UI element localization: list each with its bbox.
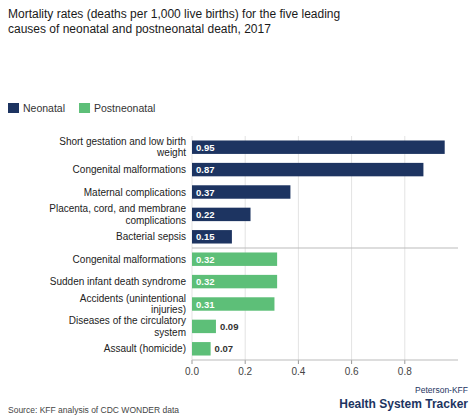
tick-label: 0.6 (345, 366, 359, 377)
category-label: Congenital malformations (73, 254, 186, 265)
tick-mark (298, 360, 299, 364)
bar (192, 342, 211, 355)
category-label: Accidents (unintentionalinjuries) (80, 293, 186, 316)
data-label: 0.22 (196, 209, 215, 220)
category-label: Congenital malformations (73, 164, 186, 175)
category-label: Assault (homicide) (104, 343, 186, 354)
annotation: Peterson-KFF (415, 385, 468, 395)
data-label: 0.32 (196, 254, 215, 265)
bar (192, 252, 277, 265)
title: Mortality rates (deaths per 1,000 live b… (8, 7, 340, 36)
data-label: 0.15 (196, 231, 215, 242)
tick-label: 0.2 (238, 366, 252, 377)
bar (192, 297, 274, 310)
data-label: 0.87 (196, 164, 215, 175)
bar (192, 320, 216, 333)
tick-label: 0.0 (185, 366, 199, 377)
bar (192, 163, 423, 176)
x-axis (192, 360, 458, 361)
annotation: Health System Tracker (339, 397, 468, 411)
data-label: 0.37 (196, 187, 215, 198)
legend-label: Postneonatal (94, 102, 155, 114)
data-label: 0.31 (196, 299, 215, 310)
bar (192, 208, 251, 221)
legend: Neonatal Postneonatal (8, 102, 155, 114)
category-label: Sudden infant death syndrome (50, 276, 187, 287)
category-label: Placenta, cord, and membranecomplication… (49, 203, 186, 226)
tick-mark (192, 360, 193, 364)
legend-swatch (79, 103, 90, 113)
category-label: Diseases of the circulatorysystem (69, 315, 186, 338)
bar (192, 185, 290, 198)
tick-mark (351, 360, 352, 364)
bar (192, 275, 277, 288)
data-label: 0.95 (196, 142, 215, 153)
tick-mark (404, 360, 405, 364)
separator (192, 248, 458, 249)
category-label: Short gestation and low birthweight (59, 136, 186, 159)
source: Source: KFF analysis of CDC WONDER data (8, 405, 179, 415)
legend-swatch (8, 103, 19, 113)
data-label: 0.09 (220, 321, 239, 332)
tick-label: 0.4 (291, 366, 305, 377)
category-label: Bacterial sepsis (116, 231, 186, 242)
chart: Mortality rates (deaths per 1,000 live b… (0, 0, 474, 419)
bar (192, 230, 232, 243)
bar (192, 140, 445, 153)
legend-label: Neonatal (23, 102, 65, 114)
data-label: 0.32 (196, 276, 215, 287)
data-label: 0.07 (215, 343, 234, 354)
category-label: Maternal complications (84, 187, 186, 198)
tick-mark (245, 360, 246, 364)
tick-label: 0.8 (398, 366, 412, 377)
